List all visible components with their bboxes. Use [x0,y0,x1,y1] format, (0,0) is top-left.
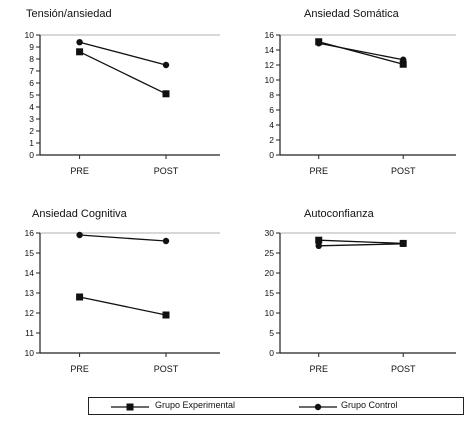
x-tick-label: POST [391,166,416,176]
data-point-control-post [162,237,170,245]
y-tick-label: 11 [25,328,34,338]
y-tick-label: 12 [25,308,35,318]
y-tick-label: 4 [269,120,274,130]
y-tick-label: 10 [265,75,275,85]
legend-markers [111,403,337,411]
x-tick-label: PRE [309,166,328,176]
x-tick-label: PRE [70,166,89,176]
panel-title: Ansiedad Cognitiva [32,208,127,220]
y-tick-label: 16 [25,228,35,238]
chart-svg: 0 1 2 3 4 5 6 7 8 9 10 PRE POST [25,30,220,176]
panel-title: Ansiedad Somática [304,8,399,20]
y-tick-label: 4 [29,102,34,112]
x-tick-label: POST [391,364,416,374]
series-line-experimental [79,296,167,316]
data-point-experimental-pre [76,48,84,56]
panel-autoconfianza: Autoconfianza 0 5 10 15 20 25 30 PRE POST [236,200,471,395]
x-tick-label: POST [154,166,179,176]
data-point-control-pre [315,40,322,47]
data-point-experimental-post [162,90,170,98]
y-tick-label: 2 [269,135,274,145]
y-tick-label: 8 [269,90,274,100]
chart-svg: 0 5 10 15 20 25 30 PRE POST [265,228,456,374]
data-point-experimental-pre [76,293,84,301]
data-point-experimental-post [162,311,170,319]
chart-svg: 0 2 4 6 8 10 12 14 16 PRE POST [265,30,456,176]
y-tick-label: 10 [265,308,275,318]
y-tick-label: 0 [29,150,34,160]
y-tick-label: 0 [269,150,274,160]
legend-marker-experimental [126,403,134,411]
y-tick-label: 13 [25,288,35,298]
y-tick-label: 7 [29,66,34,76]
y-tick-label: 1 [29,138,34,148]
y-tick-label: 14 [25,268,35,278]
y-tick-label: 2 [29,126,34,136]
y-tick-label: 14 [265,45,275,55]
y-tick-label: 0 [269,348,274,358]
y-tick-label: 30 [265,228,275,238]
data-point-experimental-post [399,60,407,68]
legend: Grupo Experimental Grupo Control [88,397,464,415]
panel-ansiedad-cognitiva: Ansiedad Cognitiva 10 11 12 13 14 15 16 PRE POST [0,200,235,395]
series-line-control [79,234,167,242]
y-tick-label: 6 [29,78,34,88]
panel-title: Autoconfianza [304,208,374,220]
y-tick-label: 20 [265,268,275,278]
legend-label-control: Grupo Control [341,400,398,410]
series-line-control [79,41,167,66]
series-line-experimental [79,51,167,95]
panel-title: Tensión/ansiedad [26,8,112,20]
y-tick-label: 10 [25,348,35,358]
y-tick-label: 12 [265,60,275,70]
data-point-control-pre [315,242,322,249]
data-point-control-post [400,240,407,247]
y-tick-label: 16 [265,30,275,40]
y-tick-label: 8 [29,54,34,64]
series-line-experimental [318,239,404,245]
series-line-control [318,243,404,247]
y-tick-label: 10 [25,30,35,40]
series-line-control [318,42,404,61]
y-tick-label: 15 [25,248,35,258]
panel-tension-ansiedad: Tensión/ansiedad 0 1 2 3 4 5 6 7 8 9 10 PRE POST [0,0,235,195]
legend-label-experimental: Grupo Experimental [155,400,236,410]
y-tick-label: 3 [29,114,34,124]
x-tick-label: PRE [309,364,328,374]
y-tick-label: 25 [265,248,275,258]
data-point-control-post [400,56,407,63]
chart-svg: 10 11 12 13 14 15 16 PRE POST [25,228,220,374]
y-tick-label: 6 [269,105,274,115]
data-point-control-post [162,61,170,69]
data-point-experimental-pre [315,236,323,244]
y-tick-label: 15 [265,288,275,298]
data-point-control-pre [76,39,83,46]
panel-ansiedad-somatica: Ansiedad Somática 0 2 4 6 8 10 12 14 16 PRE POST [236,0,471,195]
data-point-control-pre [76,231,83,239]
legend-marker-control [314,403,322,411]
y-tick-label: 5 [269,328,274,338]
x-tick-label: PRE [70,364,89,374]
y-tick-label: 9 [29,42,34,52]
y-tick-label: 5 [29,90,34,100]
x-tick-label: POST [154,364,179,374]
